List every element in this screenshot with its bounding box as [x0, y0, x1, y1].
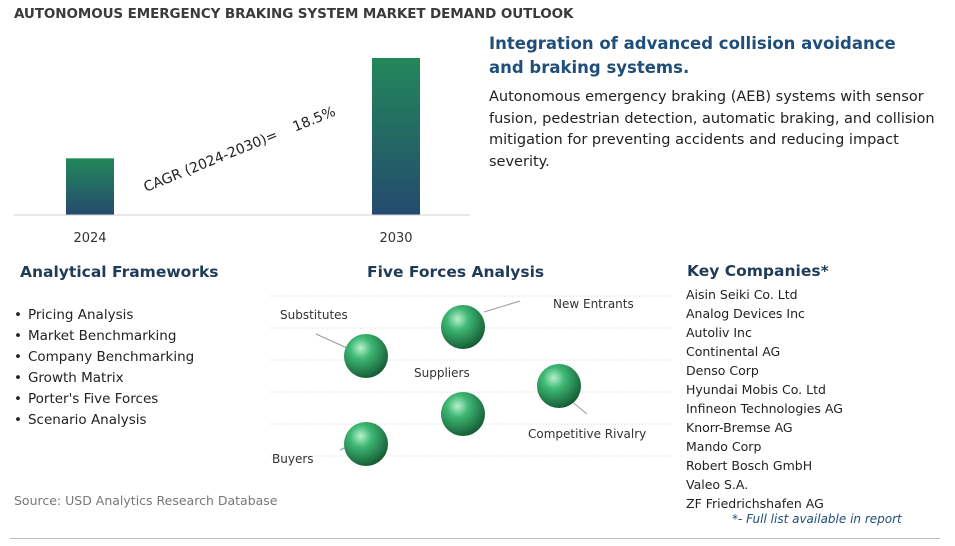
five-forces-diagram: Substitutes New Entrants Suppliers Compe… [270, 295, 672, 466]
page-title: AUTONOMOUS EMERGENCY BRAKING SYSTEM MARK… [14, 6, 574, 22]
list-item: Market Benchmarking [14, 326, 194, 347]
list-item: Infineon Technologies AG [686, 401, 843, 416]
companies-list: Aisin Seiki Co. Ltd Analog Devices Inc A… [686, 285, 843, 513]
buyers-label: Buyers [272, 452, 314, 466]
list-item: Analog Devices Inc [686, 306, 805, 321]
list-item: Denso Corp [686, 363, 759, 378]
bar-2024 [66, 158, 114, 215]
substitutes-label: Substitutes [280, 308, 348, 322]
list-item: Robert Bosch GmbH [686, 458, 813, 473]
five-forces-title: Five Forces Analysis [367, 263, 545, 281]
list-item: Pricing Analysis [14, 305, 194, 326]
frameworks-title: Analytical Frameworks [20, 263, 219, 281]
bar-2030 [372, 58, 420, 215]
x-tick-label: 2030 [379, 231, 412, 246]
buyers-sphere [344, 422, 388, 466]
list-item: Company Benchmarking [14, 347, 194, 368]
suppliers-label: Suppliers [414, 366, 470, 380]
list-item: ZF Friedrichshafen AG [686, 496, 824, 511]
list-item: Hyundai Mobis Co. Ltd [686, 382, 826, 397]
frameworks-list: Pricing Analysis Market Benchmarking Com… [14, 305, 194, 431]
list-item: Continental AG [686, 344, 781, 359]
substitutes-sphere [344, 334, 388, 378]
source-note: Source: USD Analytics Research Database [14, 493, 278, 508]
list-item: Autoliv Inc [686, 325, 752, 340]
list-item: Aisin Seiki Co. Ltd [686, 287, 798, 302]
companies-title: Key Companies* [687, 262, 829, 280]
competitive-rivalry-label: Competitive Rivalry [528, 427, 646, 441]
x-tick-label: 2024 [73, 231, 106, 246]
list-item: Porter's Five Forces [14, 389, 194, 410]
list-item: Knorr-Bremse AG [686, 420, 793, 435]
competitive-rivalry-sphere [537, 364, 581, 408]
full-list-note: *- Full list available in report [732, 512, 902, 526]
list-item: Mando Corp [686, 439, 762, 454]
new-entrants-sphere [441, 305, 485, 349]
new-entrants-label: New Entrants [553, 297, 634, 311]
headline: Integration of advanced collision avoida… [489, 34, 896, 77]
cagr-annotation: CAGR (2024-2030)= 18.5% [142, 104, 338, 196]
list-item: Scenario Analysis [14, 410, 194, 431]
list-item: Growth Matrix [14, 368, 194, 389]
summary-text: Autonomous emergency braking (AEB) syste… [489, 89, 935, 170]
suppliers-sphere [441, 392, 485, 436]
bottom-divider [10, 538, 940, 539]
market-bar-chart: 2024 2030 CAGR (2024-2030)= 18.5% [14, 58, 470, 246]
list-item: Valeo S.A. [686, 477, 749, 492]
